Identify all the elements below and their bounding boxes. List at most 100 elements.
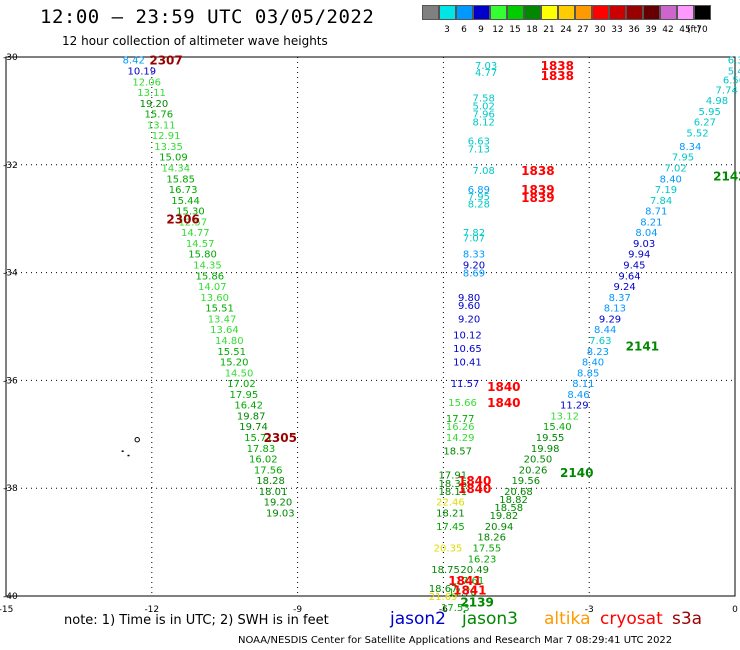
map-note: note: 1) Time is in UTC; 2) SWH is in fe… <box>64 613 329 628</box>
swh-value: 20.26 <box>519 465 548 476</box>
swh-value: 21.69 <box>429 592 458 603</box>
color-scale-label: 30 <box>594 25 606 35</box>
swh-value: 18.28 <box>256 476 285 487</box>
swh-value: 17.56 <box>254 465 283 476</box>
swh-value: 20.35 <box>434 543 463 554</box>
swh-value: 17.53 <box>441 603 470 614</box>
swh-value: 8.23 <box>587 347 609 358</box>
color-scale-label: 6 <box>461 25 467 35</box>
swh-value: 15.40 <box>543 422 572 433</box>
swh-value: 20.50 <box>524 455 553 466</box>
swh-value: 15.80 <box>188 250 217 261</box>
swh-value: 15.86 <box>196 271 225 282</box>
swh-value: 18.01 <box>259 487 288 498</box>
swh-value: 7.19 <box>655 185 677 196</box>
swh-value: 17.77 <box>446 414 475 425</box>
track-time-label: 1839 <box>521 183 554 197</box>
swh-value: 9.20 <box>458 314 480 325</box>
color-scale-label: 27 <box>577 25 589 35</box>
swh-value: 9.94 <box>628 250 650 261</box>
track-time-label: 1838 <box>541 59 574 73</box>
swh-value: 17.45 <box>436 522 465 533</box>
swh-value: 17.02 <box>227 379 256 390</box>
swh-value: 10.41 <box>453 358 482 369</box>
swh-value: 4.77 <box>475 68 497 79</box>
color-swatch <box>592 5 609 20</box>
swh-value: 6.89 <box>468 185 490 196</box>
swh-value: 9.80 <box>458 293 480 304</box>
track-time-label: 1840 <box>458 474 491 488</box>
swh-value: 18.67 <box>429 584 458 595</box>
color-swatch <box>558 5 575 20</box>
lat-tick-label: -40 <box>3 592 18 602</box>
color-swatch <box>660 5 677 20</box>
swh-value: 8.04 <box>635 228 657 239</box>
lat-tick-label: -30 <box>3 53 18 63</box>
swh-value: 17.55 <box>473 543 502 554</box>
swh-value: 8.85 <box>577 368 599 379</box>
track-time-label: 1838 <box>541 69 574 83</box>
swh-value: 18.21 <box>436 508 465 519</box>
swh-value: 9.45 <box>623 261 645 272</box>
color-scale-label: 3 <box>444 25 450 35</box>
swh-value: 8.12 <box>473 118 495 129</box>
swh-value: 6.3 <box>728 56 740 67</box>
swh-value: 18.11 <box>439 487 468 498</box>
swh-value: 16.26 <box>446 422 475 433</box>
swh-value: 15.71 <box>244 433 273 444</box>
track-time-label: 2139 <box>460 595 493 609</box>
track-time-label: 1840 <box>487 380 520 394</box>
color-scale-label: 9 <box>478 25 484 35</box>
lon-tick-label: -9 <box>293 605 302 615</box>
color-swatch <box>694 5 711 20</box>
swh-value: 9.60 <box>458 301 480 312</box>
swh-value: 8.37 <box>609 293 631 304</box>
swh-value: 15.76 <box>145 110 174 121</box>
swh-value: 18.75 <box>431 565 460 576</box>
swh-value: 15.20 <box>220 358 249 369</box>
swh-value: 13.47 <box>208 314 237 325</box>
swh-value: 12.06 <box>132 77 161 88</box>
swh-value: 6.63 <box>468 137 490 148</box>
swh-value: 15.09 <box>159 153 188 164</box>
swh-value: 13.11 <box>137 88 166 99</box>
swh-value: 12.91 <box>152 131 181 142</box>
swh-value: 19.74 <box>239 422 268 433</box>
swh-value: 20.68 <box>504 487 533 498</box>
color-swatch <box>626 5 643 20</box>
color-scale-label: 21 <box>543 25 555 35</box>
swh-value: 8.34 <box>679 142 701 153</box>
swh-value: 15.66 <box>448 398 477 409</box>
swh-value: 6.56 <box>723 76 740 87</box>
swh-value: 7.58 <box>473 93 495 104</box>
lat-tick-label: -34 <box>3 269 18 279</box>
track-time-label: 2307 <box>149 54 182 68</box>
color-swatch <box>609 5 626 20</box>
swh-value: 8.40 <box>582 358 604 369</box>
swh-value: 15.44 <box>171 196 200 207</box>
color-scale-unit: (ft) <box>687 25 701 35</box>
satellite-legend-s3a: s3a <box>672 609 703 629</box>
swh-value: 14.07 <box>198 282 227 293</box>
swh-value: 14.29 <box>446 433 475 444</box>
swh-value: 5.52 <box>686 128 708 139</box>
swh-value: 7.74 <box>716 85 738 96</box>
color-swatch <box>456 5 473 20</box>
track-time-label: 1839 <box>521 191 554 205</box>
swh-value: 14.77 <box>181 228 210 239</box>
swh-value: 8.21 <box>640 217 662 228</box>
swh-value: 18.36 <box>439 479 468 490</box>
color-scale-label: 45 <box>679 25 691 35</box>
swh-value: 10.65 <box>453 344 482 355</box>
island-outline <box>127 454 130 457</box>
swh-value: 7.95 <box>672 153 694 164</box>
swh-value: 20.94 <box>485 522 514 533</box>
color-swatch <box>643 5 660 20</box>
lat-tick-label: -32 <box>3 161 18 171</box>
track-time-label: 2306 <box>166 213 199 227</box>
swh-value: 7.02 <box>665 163 687 174</box>
swh-value: 13.35 <box>154 142 183 153</box>
lon-tick-label: 0 <box>732 605 738 615</box>
swh-value: 4.98 <box>706 96 728 107</box>
